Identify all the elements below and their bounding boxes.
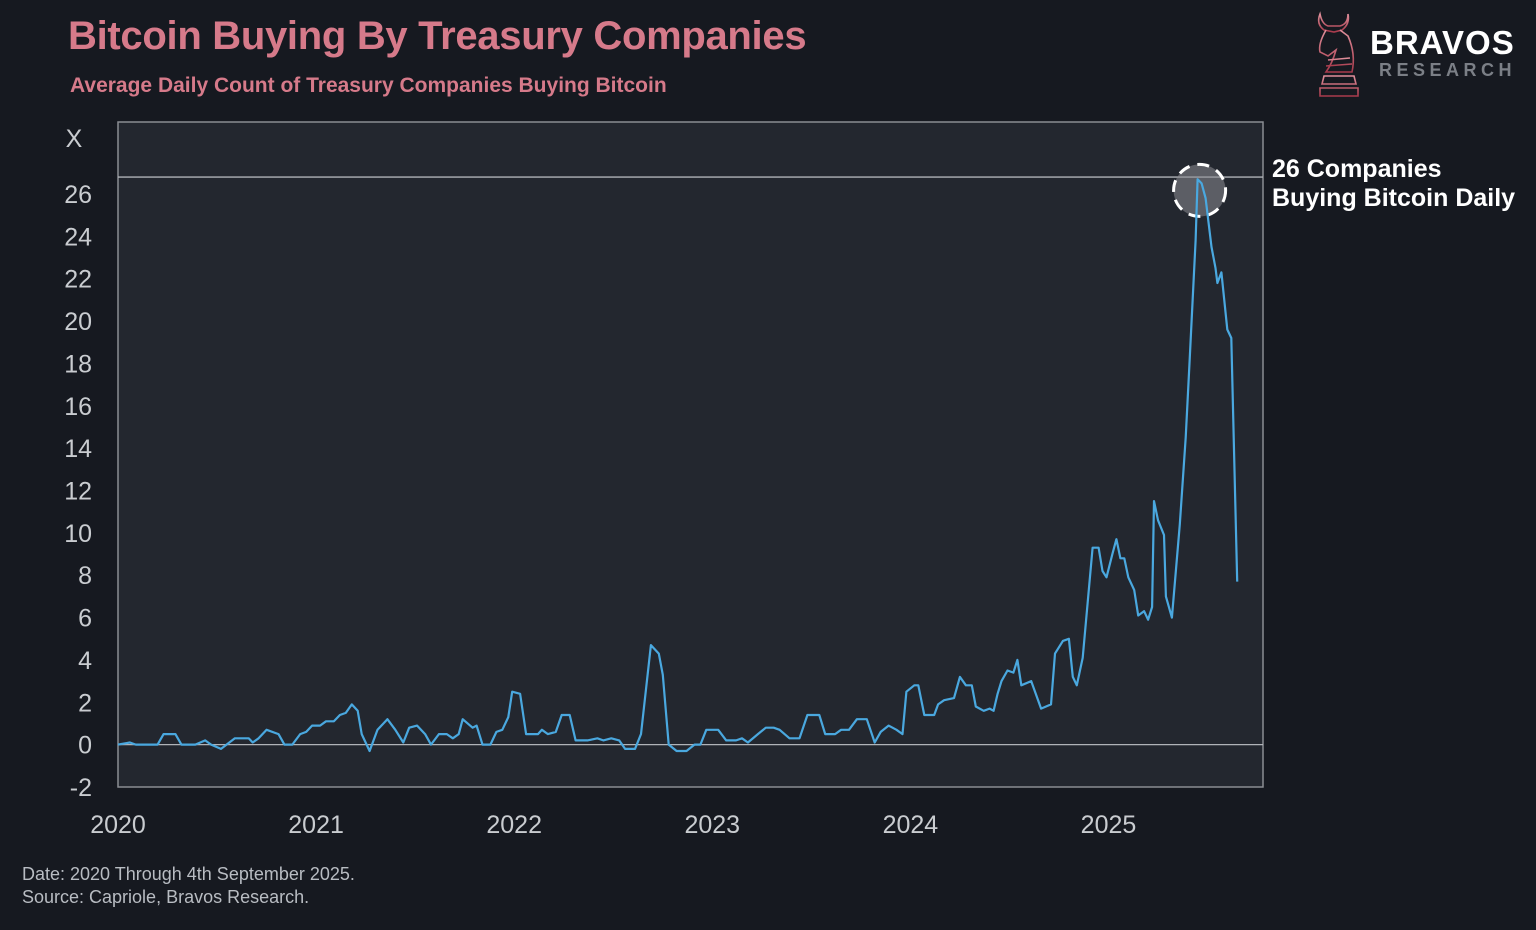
y-tick-label: 14 [64,435,92,463]
y-tick-label: 4 [78,647,92,675]
logo-name: BRAVOS [1370,24,1515,61]
chart-subtitle: Average Daily Count of Treasury Companie… [70,74,667,97]
y-tick-label: 6 [78,605,92,633]
x-tick-label: 2024 [883,811,939,839]
x-tick-label: 2021 [288,811,344,839]
y-tick-label: 18 [64,350,92,378]
y-tick-label: 12 [64,478,92,506]
x-tick-label: 2022 [486,811,542,839]
y-tick-label: -2 [70,774,92,802]
annotation-circle [1172,162,1228,218]
date-note: Date: 2020 Through 4th September 2025. [22,864,355,884]
peak-annotation: 26 Companies Buying Bitcoin Daily [1272,155,1515,213]
y-tick-label: 22 [64,266,92,294]
y-tick-label: 10 [64,520,92,548]
annotation-line1: 26 Companies [1272,155,1442,183]
brand-logo: BRAVOS RESEARCH [1312,10,1522,100]
y-tick-label: 2 [78,689,92,717]
y-tick-label: 8 [78,562,92,590]
y-axis-label: X [66,125,83,153]
plot-area [117,121,1264,788]
y-tick-label: 0 [78,732,92,760]
y-tick-label: 24 [64,223,92,251]
y-tick-label: 16 [64,393,92,421]
y-tick-label: 20 [64,308,92,336]
annotation-line2: Buying Bitcoin Daily [1272,184,1516,212]
logo-tagline: RESEARCH [1379,60,1517,80]
chart-title: Bitcoin Buying By Treasury Companies [68,14,807,58]
x-tick-label: 2023 [684,811,740,839]
bull-chess-knight-icon [1317,11,1359,97]
series-line [117,178,1239,753]
source-note: Source: Capriole, Bravos Research. [22,887,310,907]
x-tick-label: 2020 [90,811,146,839]
y-tick-label: 26 [64,181,92,209]
x-tick-label: 2025 [1081,811,1137,839]
